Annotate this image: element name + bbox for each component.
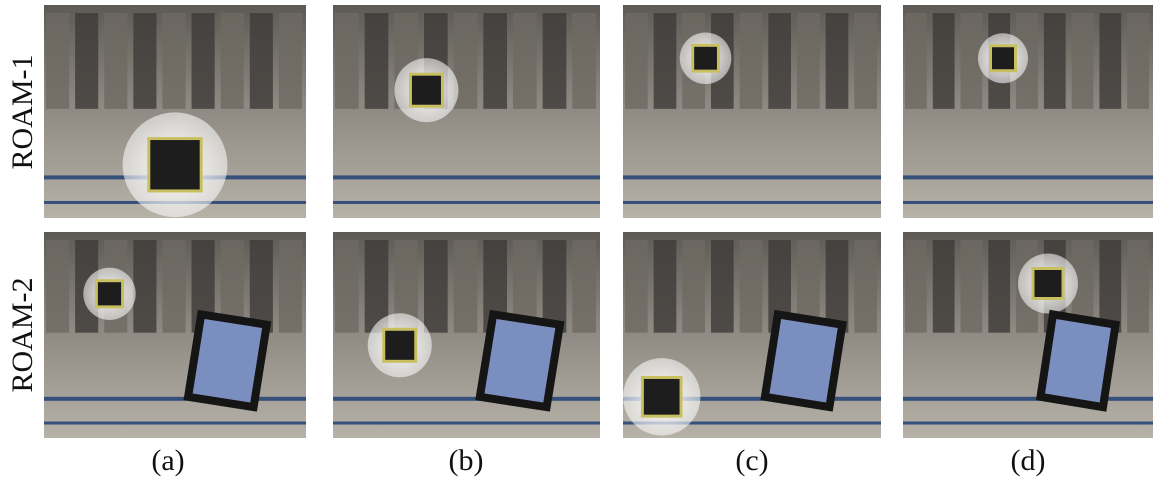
wall-panel [933, 240, 955, 333]
wall-panel [1044, 13, 1066, 109]
robot-large [1041, 314, 1116, 407]
row-label: ROAM-2 [6, 277, 39, 392]
floor-rail [333, 397, 600, 401]
wall-panel [572, 13, 596, 109]
floor-rail [623, 175, 881, 179]
wall-panel [279, 13, 302, 109]
wall-panel [961, 240, 983, 333]
wall-panel [1127, 13, 1149, 109]
photo-grid [44, 5, 1153, 438]
wall-panel [162, 240, 185, 333]
floor-rail [903, 175, 1153, 179]
wall-panel [133, 13, 156, 109]
robot [384, 329, 416, 361]
wall-panel [933, 13, 955, 109]
wall-panel [1099, 13, 1121, 109]
wall-panel [988, 240, 1010, 333]
column-label: (c) [735, 444, 768, 477]
column-label: (d) [1011, 444, 1046, 477]
floor-rail [903, 422, 1153, 425]
wall-panel [513, 13, 537, 109]
photo [903, 232, 1153, 438]
row-label: ROAM-1 [6, 54, 39, 169]
wall-panel [192, 13, 215, 109]
wall-panel [654, 240, 677, 333]
wall-panel [279, 240, 302, 333]
robot-large [765, 314, 842, 407]
wall-panel [797, 13, 820, 109]
robot [410, 74, 442, 106]
photo [44, 232, 306, 438]
wall-panel [905, 13, 927, 109]
wall-panel [711, 240, 734, 333]
robot [642, 377, 681, 416]
floor-rail [903, 201, 1153, 204]
wall-panel [365, 13, 389, 109]
column-label: (a) [151, 444, 184, 477]
wall-panel [104, 13, 127, 109]
wall-panel [162, 13, 185, 109]
photo [623, 232, 881, 438]
floor-rail [333, 422, 600, 425]
robot-large [480, 314, 560, 407]
wall-panel [75, 13, 98, 109]
wall-panel [905, 240, 927, 333]
wall-panel [335, 13, 359, 109]
floor-rail [903, 397, 1153, 401]
photo [44, 5, 306, 218]
wall-panel [740, 13, 763, 109]
photo [333, 5, 600, 218]
wall-panel [46, 13, 69, 109]
wall-panel [654, 13, 677, 109]
robot [1033, 269, 1063, 299]
photo [333, 232, 600, 438]
robot [149, 139, 201, 191]
robot-large [188, 314, 267, 407]
wall-panel [826, 13, 849, 109]
wall-panel [768, 13, 791, 109]
wall-panel [133, 240, 156, 333]
floor-rail [333, 201, 600, 204]
wall-panel [250, 13, 273, 109]
wall-panel [221, 13, 244, 109]
floor-rail [333, 175, 600, 179]
floor-rail [44, 397, 306, 401]
robot [991, 46, 1016, 71]
column-label: (b) [449, 444, 484, 477]
figure: ROAM-1 ROAM-2 (a) (b) (c) (d) [0, 0, 1153, 477]
photo [903, 5, 1153, 218]
wall-panel [1072, 13, 1094, 109]
photo [623, 5, 881, 218]
wall-panel [625, 240, 648, 333]
wall-panel [483, 13, 507, 109]
wall-panel [454, 240, 478, 333]
wall-panel [740, 240, 763, 333]
wall-panel [543, 13, 567, 109]
wall-panel [335, 240, 359, 333]
wall-panel [625, 13, 648, 109]
wall-panel [572, 240, 596, 333]
wall-panel [854, 13, 877, 109]
wall-panel [46, 240, 69, 333]
robot [693, 45, 719, 71]
wall-panel [682, 240, 705, 333]
wall-panel [854, 240, 877, 333]
floor-rail [623, 201, 881, 204]
floor-rail [44, 422, 306, 425]
robot [96, 281, 122, 307]
wall-panel [1127, 240, 1149, 333]
wall-panel [424, 240, 448, 333]
